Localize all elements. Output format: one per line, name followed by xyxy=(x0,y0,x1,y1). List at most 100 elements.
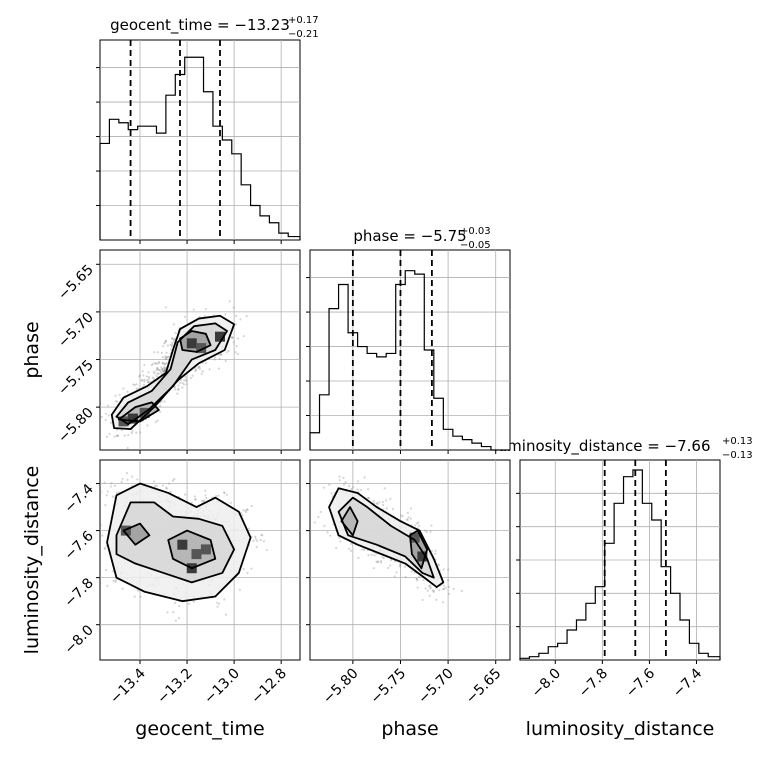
panel-phase-lumdist-point-449 xyxy=(432,589,435,592)
panel-geocent-lumdist-point-557 xyxy=(193,495,197,498)
panel-geocent-phase-point-3 xyxy=(185,380,188,383)
panel-geocent-phase-point-36 xyxy=(236,352,240,355)
panel-geocent-lumdist-point-138 xyxy=(259,538,262,541)
panel-phase-lumdist-point-336 xyxy=(375,502,379,505)
panel-geocent-phase-point-570 xyxy=(192,308,195,311)
panel-phase-lumdist-point-189 xyxy=(442,568,445,571)
panel-geocent-lumdist-point-110 xyxy=(204,494,207,497)
panel-geocent-phase-point-529 xyxy=(170,348,173,351)
panel-geocent-phase-point-151 xyxy=(160,400,163,403)
panel-geocent-lumdist-point-276 xyxy=(169,491,172,494)
panel-geocent-phase-point-339 xyxy=(183,379,186,382)
panel-phase-lumdist-point-3 xyxy=(443,587,446,591)
panel-geocent-phase-point-417 xyxy=(236,337,239,340)
panel-phase-lumdist-point-519 xyxy=(426,589,429,592)
panel-phase-lumdist-point-401 xyxy=(380,561,383,564)
panel-phase-lumdist-point-618 xyxy=(441,601,445,604)
panel-geocent-lumdist-point-241 xyxy=(136,478,139,481)
panel-phase-lumdist-point-605 xyxy=(357,556,360,559)
panel-geocent-lumdist-point-66 xyxy=(174,619,177,622)
panel-phase-lumdist-point-212 xyxy=(317,516,320,519)
panel-geocent-phase-point-484 xyxy=(170,345,173,348)
panel-phase-lumdist-point-79 xyxy=(376,561,379,564)
panel-geocent-phase-point-236 xyxy=(174,388,177,391)
panel-phase-lumdist-point-32 xyxy=(417,524,421,527)
panel-geocent-lumdist-point-535 xyxy=(247,527,250,530)
panel-phase-lumdist-point-257 xyxy=(372,567,375,570)
panel-geocent-lumdist-point-120 xyxy=(250,504,253,508)
panel-geocent-phase-point-361 xyxy=(184,378,187,381)
panel-geocent-phase-point-404 xyxy=(157,372,160,375)
panel-geocent-phase-point-640 xyxy=(127,433,130,437)
panel-geocent-phase-point-379 xyxy=(161,345,165,348)
panel-geocent-lumdist-point-441 xyxy=(216,605,219,608)
panel-geocent-phase-point-623 xyxy=(217,367,220,370)
panel-geocent-phase-point-500 xyxy=(164,362,167,365)
panel-phase-lumdist-point-499 xyxy=(422,578,425,582)
panel-phase-lumdist-point-187 xyxy=(366,496,370,500)
panel-geocent-phase-point-486 xyxy=(155,367,159,370)
panel-geocent-phase-point-638 xyxy=(147,377,151,381)
panel-geocent-phase-point-91 xyxy=(161,369,164,372)
panel-geocent-phase-point-340 xyxy=(153,372,156,375)
panel-geocent-phase-point-0 xyxy=(109,421,113,424)
panel-phase-lumdist-point-325 xyxy=(404,576,407,579)
panel-geocent-phase-point-455 xyxy=(135,431,138,434)
panel-geocent-lumdist-density-cell-4 xyxy=(200,544,211,555)
panel-phase-lumdist-point-93 xyxy=(342,483,346,486)
panel-phase-lumdist-point-114 xyxy=(359,488,363,492)
panel-geocent-phase-point-100 xyxy=(159,368,162,372)
panel-phase-lumdist-point-153 xyxy=(421,598,424,602)
panel-phase-lumdist-point-263 xyxy=(356,480,360,483)
panel-geocent-lumdist-point-424 xyxy=(260,533,263,537)
panel-geocent-lumdist-point-450 xyxy=(238,588,241,591)
panel-geocent-lumdist-contour-line-0 xyxy=(106,482,252,603)
panel-geocent-phase-point-207 xyxy=(235,345,238,348)
panel-geocent-lumdist-point-100 xyxy=(101,534,104,537)
panel-phase-lumdist-point-561 xyxy=(352,486,355,489)
panel-geocent-phase-point-72 xyxy=(203,314,206,318)
panel-geocent-lumdist-point-14 xyxy=(192,600,195,603)
panel-geocent-phase-point-399 xyxy=(146,424,149,427)
panel-geocent-phase-point-76 xyxy=(159,405,162,408)
panel-phase-lumdist-point-416 xyxy=(434,552,437,555)
panel-phase-lumdist-point-604 xyxy=(389,564,392,567)
panel-geocent-phase-point-639 xyxy=(169,343,172,347)
panel-phase-lumdist-point-235 xyxy=(435,598,438,601)
panel-geocent-lumdist-point-117 xyxy=(111,570,114,573)
title-phase-text: phase = −5.75 xyxy=(353,227,466,245)
panel-geocent-phase-point-493 xyxy=(143,378,146,381)
panel-luminosity-distance-hist-xtick-label-0: −8.0 xyxy=(529,666,564,701)
panel-phase-lumdist-xtick-label-3: −5.65 xyxy=(463,666,505,708)
panel-geocent-phase-point-483 xyxy=(235,314,238,318)
panel-phase-lumdist-point-555 xyxy=(399,565,402,568)
panel-geocent-phase-point-405 xyxy=(182,383,186,386)
panel-geocent-phase-point-41 xyxy=(160,351,163,355)
panel-phase-lumdist-point-439 xyxy=(400,514,403,517)
panel-phase-lumdist-point-643 xyxy=(431,589,434,592)
panel-geocent-phase-point-585 xyxy=(161,372,164,375)
panel-geocent-phase-point-464 xyxy=(165,356,168,359)
panel-geocent-phase-density-cell-5 xyxy=(215,331,225,342)
panel-geocent-phase-ytick-label-0: −5.80 xyxy=(55,405,97,447)
panel-geocent-phase-point-496 xyxy=(227,349,230,353)
panel-geocent-phase-point-216 xyxy=(171,337,174,340)
panel-phase-lumdist-contour-line-0 xyxy=(328,487,445,588)
panel-geocent-phase-point-24 xyxy=(130,431,133,435)
panel-geocent-phase-point-395 xyxy=(166,344,169,347)
panel-geocent-phase-point-303 xyxy=(161,356,164,359)
panel-phase-lumdist-point-70 xyxy=(452,587,455,590)
panel-geocent-phase-point-610 xyxy=(171,341,174,344)
panel-geocent-phase-ytick-label-2: −5.70 xyxy=(55,309,97,351)
panel-geocent-phase-point-285 xyxy=(176,392,179,395)
panel-phase-lumdist-point-337 xyxy=(417,521,420,524)
panel-phase-lumdist-point-223 xyxy=(349,549,353,552)
panel-geocent-phase-point-438 xyxy=(156,368,160,371)
panel-geocent-phase-point-296 xyxy=(114,400,117,403)
panel-geocent-phase-point-23 xyxy=(114,394,117,397)
panel-geocent-lumdist-point-576 xyxy=(229,501,232,504)
panel-geocent-lumdist-point-527 xyxy=(104,547,107,550)
panel-geocent-phase-point-229 xyxy=(117,434,120,437)
panel-phase-lumdist-point-168 xyxy=(326,531,329,534)
panel-geocent-lumdist-point-394 xyxy=(136,589,139,592)
